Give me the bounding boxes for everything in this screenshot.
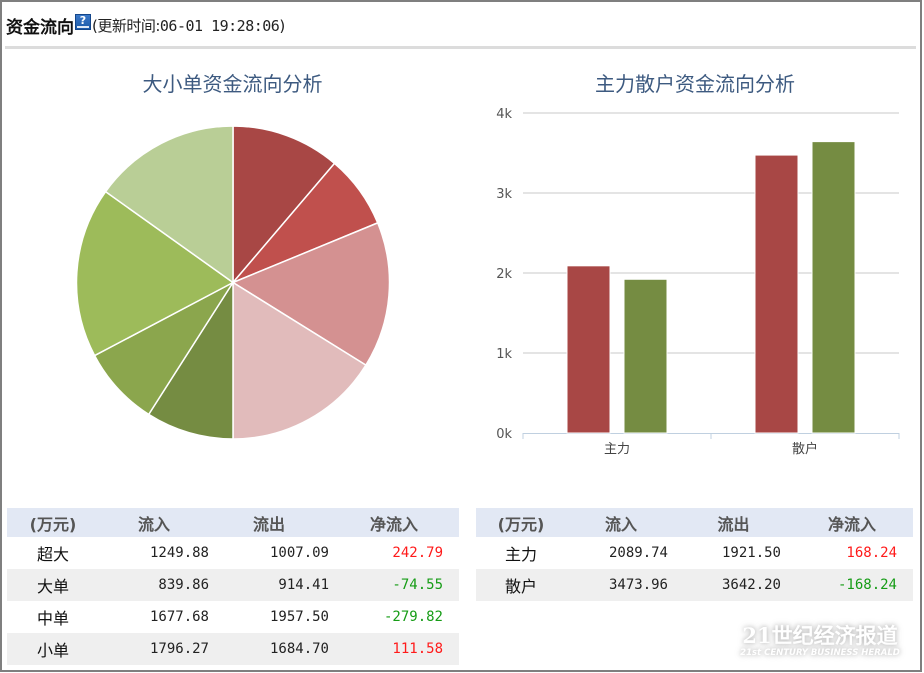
net-inflow-value: 242.79 — [392, 545, 443, 561]
inflow-value: 2089.74 — [608, 545, 668, 561]
inflow-value: 1796.27 — [99, 633, 209, 665]
row-label: 小单 — [7, 633, 99, 665]
col-inflow: 流入 — [99, 508, 209, 537]
inflow-value: 3473.96 — [566, 569, 676, 601]
outflow-value: 3642.20 — [676, 569, 791, 601]
row-label: 超大 — [36, 545, 69, 564]
table-header-row: (万元) 流入 流出 净流入 — [476, 508, 913, 537]
net-inflow-value: -168.24 — [791, 569, 913, 601]
table-row: 小单 1796.27 1684.70 111.58 — [7, 633, 459, 665]
table-row: 大单 839.86 914.41 -74.55 — [7, 569, 459, 601]
table-header-row: (万元) 流入 流出 净流入 — [7, 508, 459, 537]
outflow-value: 1007.09 — [269, 545, 329, 561]
col-unit: (万元) — [7, 508, 99, 537]
header-divider — [5, 46, 916, 49]
main-retail-table: (万元) 流入 流出 净流入 主力 2089.74 1921.50 168.24 散户 3… — [476, 508, 913, 601]
col-net-inflow: 净流入 — [329, 508, 459, 537]
net-inflow-value: 111.58 — [329, 633, 459, 665]
table-row: 主力 2089.74 1921.50 168.24 — [476, 537, 913, 569]
inflow-value: 839.86 — [99, 569, 209, 601]
net-inflow-value: -74.55 — [329, 569, 459, 601]
update-suffix: ) — [279, 16, 285, 35]
table-row: 中单 1677.68 1957.50 -279.82 — [7, 601, 459, 633]
col-outflow: 流出 — [209, 508, 329, 537]
row-label: 中单 — [36, 609, 69, 628]
net-inflow-value: 168.24 — [846, 545, 897, 561]
outflow-value: 914.41 — [209, 569, 329, 601]
outflow-value: 1684.70 — [209, 633, 329, 665]
col-inflow: 流入 — [566, 508, 676, 537]
update-prefix: (更新时间: — [92, 16, 160, 35]
col-net-inflow: 净流入 — [791, 508, 913, 537]
update-time-label: (更新时间:06-01 19:28:06) — [92, 15, 285, 36]
help-icon[interactable]: ? — [75, 14, 91, 30]
watermark-cn: 21世纪经济报道 — [742, 623, 898, 648]
inflow-value: 1677.68 — [149, 609, 209, 625]
table-row: 散户 3473.96 3642.20 -168.24 — [476, 569, 913, 601]
panel-header: 资金流向 ? (更新时间:06-01 19:28:06) — [6, 12, 285, 38]
watermark-logo: 21世纪经济报道 21st CENTURY BUSINESS HERALD — [735, 620, 905, 658]
watermark-en: 21st CENTURY BUSINESS HERALD — [740, 648, 900, 658]
row-label: 大单 — [7, 569, 99, 601]
row-label: 散户 — [476, 569, 566, 601]
bar-chart-title: 主力散户资金流向分析 — [595, 72, 795, 96]
panel-title: 资金流向 — [6, 17, 74, 38]
outflow-value: 1921.50 — [721, 545, 781, 561]
update-time: 06-01 19:28:06 — [159, 16, 280, 35]
outflow-value: 1957.50 — [269, 609, 329, 625]
size-flow-table: (万元) 流入 流出 净流入 超大 1249.88 1007.09 242.79 大单 8… — [7, 508, 459, 665]
pie-chart-title: 大小单资金流向分析 — [142, 72, 323, 96]
row-label: 主力 — [504, 545, 537, 564]
net-inflow-value: -279.82 — [383, 609, 443, 625]
inflow-value: 1249.88 — [149, 545, 209, 561]
col-outflow: 流出 — [676, 508, 791, 537]
table-row: 超大 1249.88 1007.09 242.79 — [7, 537, 459, 569]
col-unit: (万元) — [476, 508, 566, 537]
